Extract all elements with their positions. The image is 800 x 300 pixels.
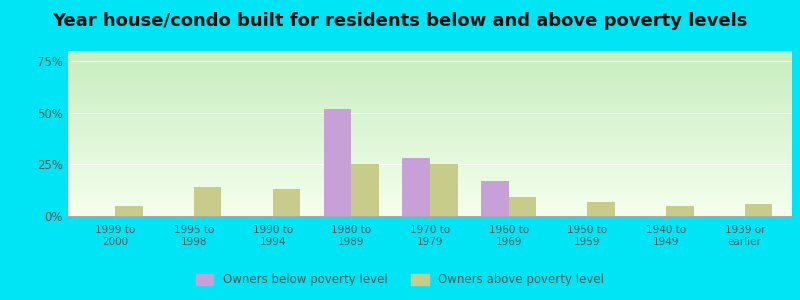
Bar	[666, 206, 694, 216]
Bar	[194, 187, 222, 216]
Legend: Owners below poverty level, Owners above poverty level: Owners below poverty level, Owners above…	[191, 269, 609, 291]
Bar	[745, 204, 772, 216]
Bar	[430, 164, 458, 216]
Bar	[481, 181, 509, 216]
Text: Year house/condo built for residents below and above poverty levels: Year house/condo built for residents bel…	[52, 12, 748, 30]
Bar	[115, 206, 142, 216]
Bar	[402, 158, 430, 216]
Bar	[587, 202, 615, 216]
Bar	[324, 109, 351, 216]
Bar	[351, 164, 379, 216]
Bar	[273, 189, 300, 216]
Bar	[509, 197, 536, 216]
